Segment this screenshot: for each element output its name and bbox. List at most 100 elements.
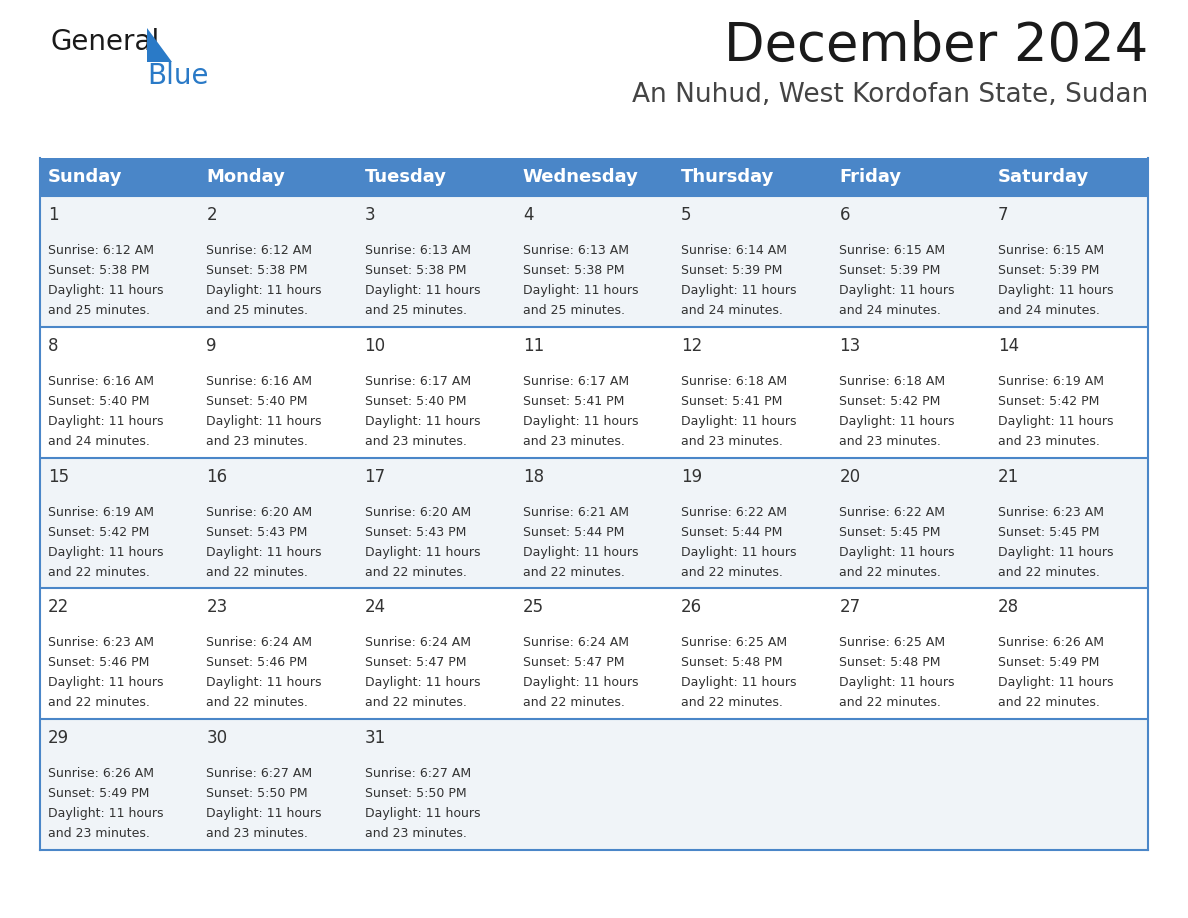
- Bar: [990, 196, 1148, 327]
- Bar: [514, 457, 674, 588]
- Text: Daylight: 11 hours: Daylight: 11 hours: [365, 677, 480, 689]
- Text: and 24 minutes.: and 24 minutes.: [48, 435, 150, 448]
- Text: Daylight: 11 hours: Daylight: 11 hours: [840, 545, 955, 558]
- Text: 24: 24: [365, 599, 386, 616]
- Text: Daylight: 11 hours: Daylight: 11 hours: [998, 545, 1113, 558]
- Text: Sunrise: 6:25 AM: Sunrise: 6:25 AM: [840, 636, 946, 649]
- Bar: [832, 588, 990, 719]
- Text: Sunset: 5:41 PM: Sunset: 5:41 PM: [523, 395, 624, 408]
- Text: Sunset: 5:41 PM: Sunset: 5:41 PM: [681, 395, 783, 408]
- Text: Sunrise: 6:13 AM: Sunrise: 6:13 AM: [523, 244, 628, 257]
- Text: Sunrise: 6:23 AM: Sunrise: 6:23 AM: [998, 506, 1104, 519]
- Text: Sunrise: 6:19 AM: Sunrise: 6:19 AM: [998, 375, 1104, 387]
- Text: Sunset: 5:49 PM: Sunset: 5:49 PM: [998, 656, 1099, 669]
- Bar: [198, 719, 356, 850]
- Text: Friday: Friday: [840, 168, 902, 186]
- Text: 10: 10: [365, 337, 386, 354]
- Bar: [674, 588, 832, 719]
- Text: 13: 13: [840, 337, 860, 354]
- Bar: [356, 158, 514, 196]
- Text: 23: 23: [207, 599, 228, 616]
- Bar: [990, 588, 1148, 719]
- Text: Daylight: 11 hours: Daylight: 11 hours: [365, 807, 480, 820]
- Text: Sunset: 5:42 PM: Sunset: 5:42 PM: [998, 395, 1099, 408]
- Text: Sunset: 5:45 PM: Sunset: 5:45 PM: [998, 526, 1099, 539]
- Bar: [198, 158, 356, 196]
- Text: Tuesday: Tuesday: [365, 168, 447, 186]
- Text: Sunset: 5:43 PM: Sunset: 5:43 PM: [207, 526, 308, 539]
- Bar: [40, 719, 198, 850]
- Text: Sunrise: 6:25 AM: Sunrise: 6:25 AM: [681, 636, 788, 649]
- Bar: [198, 196, 356, 327]
- Text: 21: 21: [998, 467, 1019, 486]
- Text: 29: 29: [48, 729, 69, 747]
- Text: Sunset: 5:40 PM: Sunset: 5:40 PM: [207, 395, 308, 408]
- Text: Daylight: 11 hours: Daylight: 11 hours: [840, 677, 955, 689]
- Text: and 23 minutes.: and 23 minutes.: [998, 435, 1100, 448]
- Text: 30: 30: [207, 729, 227, 747]
- Text: Daylight: 11 hours: Daylight: 11 hours: [840, 415, 955, 428]
- Bar: [198, 588, 356, 719]
- Text: Sunrise: 6:16 AM: Sunrise: 6:16 AM: [48, 375, 154, 387]
- Text: Sunrise: 6:27 AM: Sunrise: 6:27 AM: [207, 767, 312, 780]
- Text: Sunrise: 6:12 AM: Sunrise: 6:12 AM: [48, 244, 154, 257]
- Text: Daylight: 11 hours: Daylight: 11 hours: [998, 284, 1113, 297]
- Text: Daylight: 11 hours: Daylight: 11 hours: [681, 415, 797, 428]
- Bar: [514, 719, 674, 850]
- Text: Sunset: 5:50 PM: Sunset: 5:50 PM: [207, 788, 308, 800]
- Text: and 22 minutes.: and 22 minutes.: [998, 697, 1100, 710]
- Text: 19: 19: [681, 467, 702, 486]
- Text: and 22 minutes.: and 22 minutes.: [681, 697, 783, 710]
- Text: Daylight: 11 hours: Daylight: 11 hours: [523, 677, 638, 689]
- Text: Sunset: 5:39 PM: Sunset: 5:39 PM: [681, 264, 783, 277]
- Bar: [674, 158, 832, 196]
- Text: and 22 minutes.: and 22 minutes.: [207, 565, 308, 578]
- Text: Sunrise: 6:24 AM: Sunrise: 6:24 AM: [523, 636, 628, 649]
- Text: Sunrise: 6:16 AM: Sunrise: 6:16 AM: [207, 375, 312, 387]
- Bar: [832, 719, 990, 850]
- Bar: [990, 719, 1148, 850]
- Text: and 24 minutes.: and 24 minutes.: [998, 304, 1100, 317]
- Text: 14: 14: [998, 337, 1019, 354]
- Text: Sunrise: 6:18 AM: Sunrise: 6:18 AM: [840, 375, 946, 387]
- Text: Sunrise: 6:27 AM: Sunrise: 6:27 AM: [365, 767, 470, 780]
- Text: 8: 8: [48, 337, 58, 354]
- Text: and 22 minutes.: and 22 minutes.: [681, 565, 783, 578]
- Bar: [674, 196, 832, 327]
- Text: Daylight: 11 hours: Daylight: 11 hours: [681, 677, 797, 689]
- Text: Blue: Blue: [147, 62, 209, 90]
- Text: Sunrise: 6:18 AM: Sunrise: 6:18 AM: [681, 375, 788, 387]
- Bar: [674, 327, 832, 457]
- Text: Sunset: 5:44 PM: Sunset: 5:44 PM: [681, 526, 783, 539]
- Text: Monday: Monday: [207, 168, 285, 186]
- Text: and 23 minutes.: and 23 minutes.: [365, 827, 467, 840]
- Text: Daylight: 11 hours: Daylight: 11 hours: [998, 415, 1113, 428]
- Text: Sunset: 5:46 PM: Sunset: 5:46 PM: [48, 656, 150, 669]
- Text: Sunrise: 6:23 AM: Sunrise: 6:23 AM: [48, 636, 154, 649]
- Text: and 25 minutes.: and 25 minutes.: [48, 304, 150, 317]
- Text: Daylight: 11 hours: Daylight: 11 hours: [523, 545, 638, 558]
- Text: Sunset: 5:43 PM: Sunset: 5:43 PM: [365, 526, 466, 539]
- Text: Sunrise: 6:17 AM: Sunrise: 6:17 AM: [523, 375, 628, 387]
- Bar: [198, 457, 356, 588]
- Text: Daylight: 11 hours: Daylight: 11 hours: [365, 545, 480, 558]
- Text: Sunrise: 6:13 AM: Sunrise: 6:13 AM: [365, 244, 470, 257]
- Text: Daylight: 11 hours: Daylight: 11 hours: [840, 284, 955, 297]
- Text: 1: 1: [48, 206, 58, 224]
- Bar: [990, 158, 1148, 196]
- Text: 18: 18: [523, 467, 544, 486]
- Bar: [356, 327, 514, 457]
- Text: Sunset: 5:38 PM: Sunset: 5:38 PM: [48, 264, 150, 277]
- Text: Sunrise: 6:21 AM: Sunrise: 6:21 AM: [523, 506, 628, 519]
- Text: Daylight: 11 hours: Daylight: 11 hours: [48, 807, 164, 820]
- Text: and 22 minutes.: and 22 minutes.: [840, 697, 941, 710]
- Text: Sunrise: 6:15 AM: Sunrise: 6:15 AM: [998, 244, 1104, 257]
- Text: Sunset: 5:44 PM: Sunset: 5:44 PM: [523, 526, 624, 539]
- Bar: [356, 457, 514, 588]
- Bar: [514, 327, 674, 457]
- Text: and 24 minutes.: and 24 minutes.: [840, 304, 941, 317]
- Text: Sunset: 5:40 PM: Sunset: 5:40 PM: [48, 395, 150, 408]
- Text: Sunrise: 6:20 AM: Sunrise: 6:20 AM: [207, 506, 312, 519]
- Bar: [832, 457, 990, 588]
- Text: and 23 minutes.: and 23 minutes.: [840, 435, 941, 448]
